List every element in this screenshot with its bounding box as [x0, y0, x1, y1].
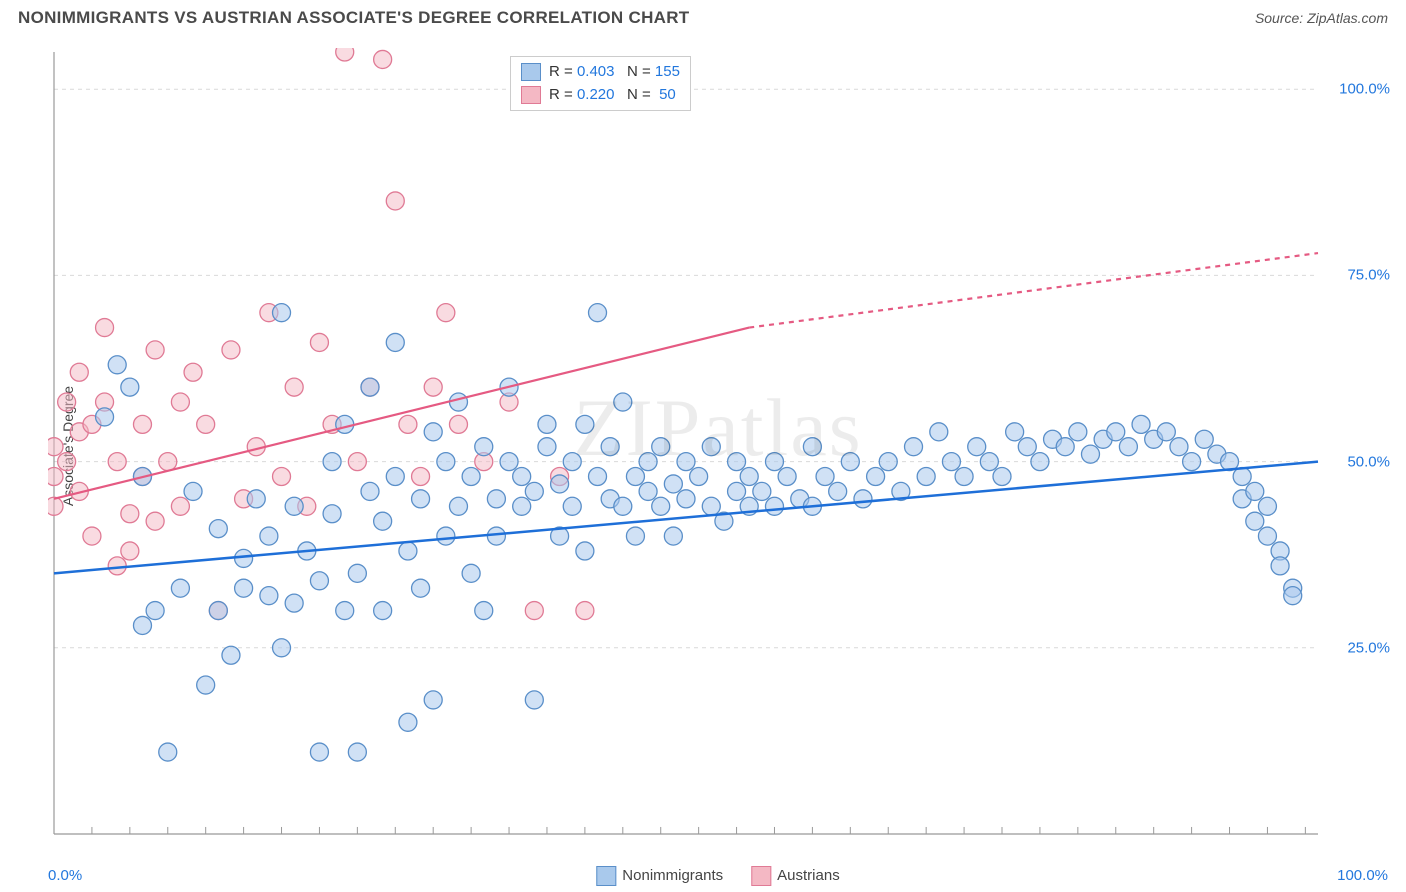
x-axis-footer: 0.0% Nonimmigrants Austrians 100.0%	[48, 867, 1388, 884]
x-tick-left: 0.0%	[48, 867, 82, 884]
chart-area: ZIPatlas R = 0.403 N = 155R = 0.220 N = …	[48, 48, 1388, 840]
y-tick-label: 50.0%	[1347, 453, 1390, 470]
y-tick-label: 75.0%	[1347, 267, 1390, 284]
source-label: Source: ZipAtlas.com	[1255, 10, 1388, 26]
x-tick-right: 100.0%	[1337, 867, 1388, 884]
legend-item: Nonimmigrants	[596, 866, 723, 886]
bottom-legend: Nonimmigrants Austrians	[596, 866, 839, 886]
y-tick-label: 25.0%	[1347, 639, 1390, 656]
stats-legend: R = 0.403 N = 155R = 0.220 N = 50	[510, 56, 691, 111]
y-tick-label: 100.0%	[1339, 81, 1390, 98]
page-title: NONIMMIGRANTS VS AUSTRIAN ASSOCIATE'S DE…	[18, 8, 690, 28]
scatter-chart	[48, 48, 1388, 840]
legend-item: Austrians	[751, 866, 840, 886]
